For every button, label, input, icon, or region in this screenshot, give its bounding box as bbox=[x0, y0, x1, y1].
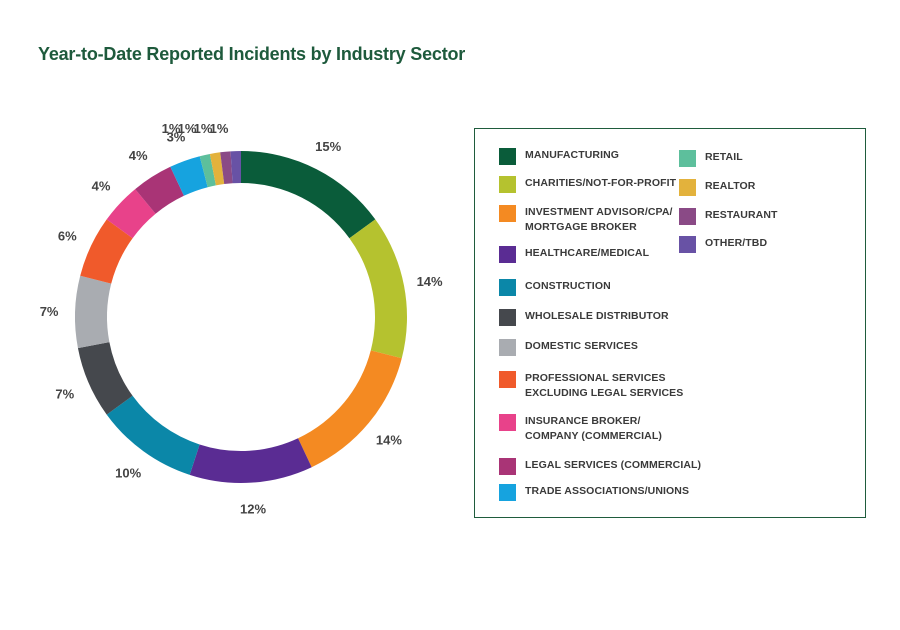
legend-label-line: MORTGAGE BROKER bbox=[525, 221, 637, 233]
legend-swatch bbox=[679, 236, 696, 253]
legend-label-line: CHARITIES/NOT-FOR-PROFIT bbox=[525, 177, 677, 189]
legend-label: LEGAL SERVICES (COMMERCIAL) bbox=[525, 458, 701, 473]
donut-slice bbox=[220, 151, 233, 185]
donut-slice bbox=[230, 151, 241, 184]
legend-item: DOMESTIC SERVICES bbox=[499, 339, 638, 356]
legend-swatch bbox=[679, 208, 696, 225]
donut-slice bbox=[80, 219, 133, 284]
legend-item: WHOLESALE DISTRIBUTOR bbox=[499, 309, 669, 326]
donut-slice bbox=[170, 156, 208, 196]
legend-label-line: REALTOR bbox=[705, 180, 756, 192]
legend-label-line: PROFESSIONAL SERVICES bbox=[525, 372, 666, 384]
legend-label: INVESTMENT ADVISOR/CPA/MORTGAGE BROKER bbox=[525, 205, 673, 235]
donut-chart: 15%14%14%12%10%7%7%6%4%4%3%1%1%1%1% bbox=[40, 121, 443, 517]
slice-percent-label: 1% bbox=[210, 121, 229, 136]
legend-label: RESTAURANT bbox=[705, 208, 778, 223]
legend-label: DOMESTIC SERVICES bbox=[525, 339, 638, 354]
slice-percent-label: 4% bbox=[129, 148, 148, 163]
legend-label: INSURANCE BROKER/COMPANY (COMMERCIAL) bbox=[525, 414, 662, 444]
legend-swatch bbox=[499, 176, 516, 193]
legend-label: RETAIL bbox=[705, 150, 743, 165]
legend-item: TRADE ASSOCIATIONS/UNIONS bbox=[499, 484, 689, 501]
legend-label-line: INSURANCE BROKER/ bbox=[525, 415, 641, 427]
chart-title: Year-to-Date Reported Incidents by Indus… bbox=[38, 44, 466, 64]
slice-percent-label: 4% bbox=[92, 179, 111, 194]
donut-slice bbox=[349, 219, 407, 359]
donut-slice bbox=[106, 395, 200, 475]
slice-percent-label: 7% bbox=[55, 386, 74, 401]
chart-legend: MANUFACTURING CHARITIES/NOT-FOR-PROFIT INV… bbox=[474, 128, 866, 518]
slice-percent-label: 15% bbox=[315, 139, 341, 154]
slice-percent-label: 1% bbox=[194, 121, 213, 136]
legend-label-line: EXCLUDING LEGAL SERVICES bbox=[525, 387, 684, 399]
legend-swatch bbox=[499, 246, 516, 263]
legend-item: RETAIL bbox=[679, 150, 743, 167]
slice-percent-label: 7% bbox=[40, 304, 59, 319]
legend-item: INSURANCE BROKER/COMPANY (COMMERCIAL) bbox=[499, 414, 662, 444]
legend-swatch bbox=[499, 414, 516, 431]
legend-label: OTHER/TBD bbox=[705, 236, 767, 251]
donut-slice bbox=[75, 275, 112, 349]
legend-item: LEGAL SERVICES (COMMERCIAL) bbox=[499, 458, 701, 475]
legend-swatch bbox=[499, 148, 516, 165]
donut-slice bbox=[106, 189, 156, 239]
legend-swatch bbox=[499, 205, 516, 222]
legend-label-line: MANUFACTURING bbox=[525, 149, 620, 161]
legend-label-line: LEGAL SERVICES (COMMERCIAL) bbox=[525, 459, 702, 471]
donut-slice bbox=[189, 438, 312, 483]
legend-swatch bbox=[679, 150, 696, 167]
slice-percent-label: 12% bbox=[240, 502, 266, 517]
legend-label-line: TRADE ASSOCIATIONS/UNIONS bbox=[525, 485, 690, 497]
legend-swatch bbox=[499, 371, 516, 388]
legend-label: HEALTHCARE/MEDICAL bbox=[525, 246, 649, 261]
legend-label: WHOLESALE DISTRIBUTOR bbox=[525, 309, 669, 324]
legend-label-line: INVESTMENT ADVISOR/CPA/ bbox=[525, 206, 673, 218]
legend-label: CONSTRUCTION bbox=[525, 279, 611, 294]
legend-label-line: DOMESTIC SERVICES bbox=[525, 340, 638, 352]
donut-slice bbox=[135, 166, 184, 214]
legend-item: OTHER/TBD bbox=[679, 236, 767, 253]
legend-label-line: CONSTRUCTION bbox=[525, 280, 611, 292]
legend-swatch bbox=[499, 339, 516, 356]
legend-swatch bbox=[679, 179, 696, 196]
legend-swatch bbox=[499, 484, 516, 501]
slice-percent-label: 6% bbox=[58, 228, 77, 243]
legend-swatch bbox=[499, 279, 516, 296]
legend-label: TRADE ASSOCIATIONS/UNIONS bbox=[525, 484, 689, 499]
legend-label: REALTOR bbox=[705, 179, 755, 194]
donut-slice bbox=[77, 342, 133, 415]
legend-label-line: HEALTHCARE/MEDICAL bbox=[525, 247, 650, 259]
legend-label-line: OTHER/TBD bbox=[705, 237, 768, 249]
slice-percent-label: 1% bbox=[162, 121, 181, 136]
legend-swatch bbox=[499, 309, 516, 326]
slice-percent-label: 14% bbox=[376, 432, 402, 447]
legend-item: PROFESSIONAL SERVICES EXCLUDING LEGAL SER… bbox=[499, 371, 683, 401]
legend-label: CHARITIES/NOT-FOR-PROFIT bbox=[525, 176, 676, 191]
legend-item: MANUFACTURING bbox=[499, 148, 619, 165]
legend-label-line: RESTAURANT bbox=[705, 209, 778, 221]
legend-item: INVESTMENT ADVISOR/CPA/MORTGAGE BROKER bbox=[499, 205, 673, 235]
slice-percent-label: 1% bbox=[178, 121, 197, 136]
slice-percent-label: 14% bbox=[417, 274, 443, 289]
legend-item: RESTAURANT bbox=[679, 208, 778, 225]
donut-slice bbox=[199, 153, 216, 188]
legend-label-line: RETAIL bbox=[705, 151, 743, 163]
legend-swatch bbox=[499, 458, 516, 475]
legend-item: HEALTHCARE/MEDICAL bbox=[499, 246, 649, 263]
legend-item: REALTOR bbox=[679, 179, 755, 196]
donut-slice bbox=[209, 152, 225, 186]
slice-percent-label: 3% bbox=[167, 129, 186, 144]
legend-label: MANUFACTURING bbox=[525, 148, 619, 163]
legend-label-line: WHOLESALE DISTRIBUTOR bbox=[525, 310, 669, 322]
legend-item: CHARITIES/NOT-FOR-PROFIT bbox=[499, 176, 676, 193]
slice-percent-label: 10% bbox=[115, 465, 141, 480]
donut-slice bbox=[241, 151, 376, 239]
legend-label-line: COMPANY (COMMERCIAL) bbox=[525, 430, 662, 442]
legend-item: CONSTRUCTION bbox=[499, 279, 611, 296]
donut-slice bbox=[298, 350, 402, 468]
legend-label: PROFESSIONAL SERVICES EXCLUDING LEGAL SER… bbox=[525, 371, 683, 401]
